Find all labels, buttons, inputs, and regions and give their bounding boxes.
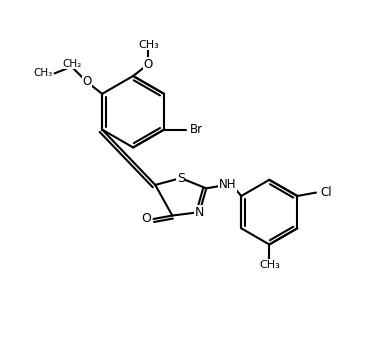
Text: O: O [141,212,151,226]
Text: O: O [82,75,91,89]
Text: Br: Br [190,123,204,136]
Text: CH₃: CH₃ [138,40,159,50]
Text: O: O [144,57,153,71]
Text: S: S [177,172,185,185]
Text: CH₃: CH₃ [259,260,280,270]
Text: NH: NH [219,179,236,191]
Text: N: N [195,206,204,219]
Text: CH₃: CH₃ [34,69,53,79]
Text: CH₂: CH₂ [62,59,81,69]
Text: Cl: Cl [320,186,332,199]
